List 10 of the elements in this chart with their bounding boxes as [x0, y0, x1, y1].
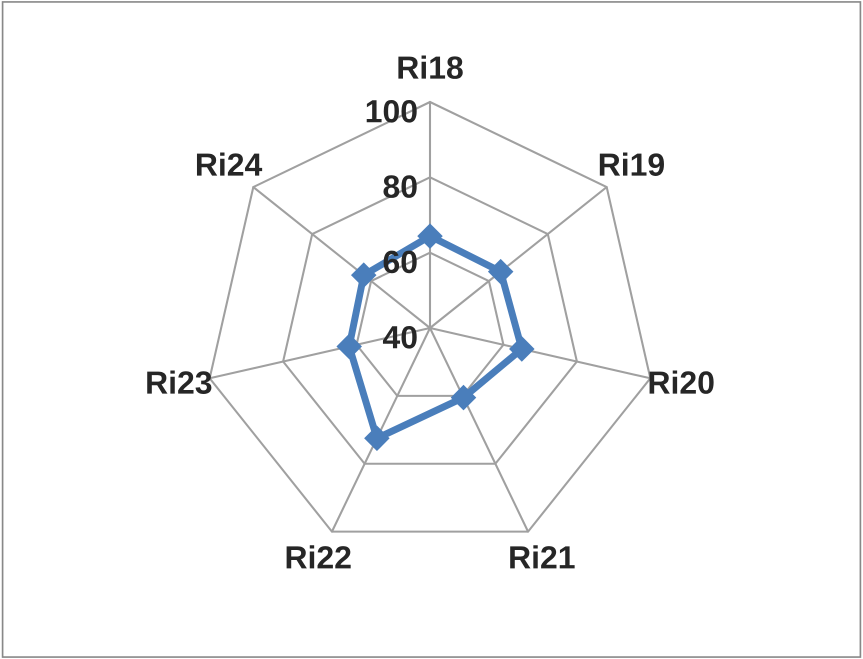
spoke-label: Ri23 — [147, 370, 212, 394]
spoke-label: Ri24 — [196, 152, 262, 176]
spoke-label: Ri19 — [600, 152, 664, 176]
y-tick-label: 100 — [366, 100, 417, 123]
spoke-label: Ri20 — [650, 370, 714, 394]
spoke-label: Ri22 — [286, 545, 351, 568]
y-tick-label: 40 — [382, 326, 417, 349]
spoke-label: Ri18 — [398, 55, 463, 79]
spoke-label: Ri21 — [510, 545, 575, 568]
y-tick-label: 80 — [383, 175, 417, 198]
